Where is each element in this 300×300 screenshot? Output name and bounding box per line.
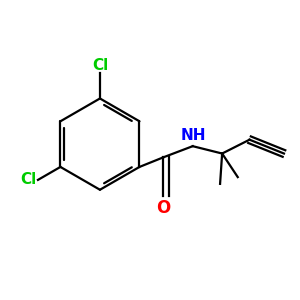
Text: Cl: Cl [92,58,108,73]
Text: O: O [156,199,170,217]
Text: Cl: Cl [20,172,37,188]
Text: NH: NH [181,128,206,142]
